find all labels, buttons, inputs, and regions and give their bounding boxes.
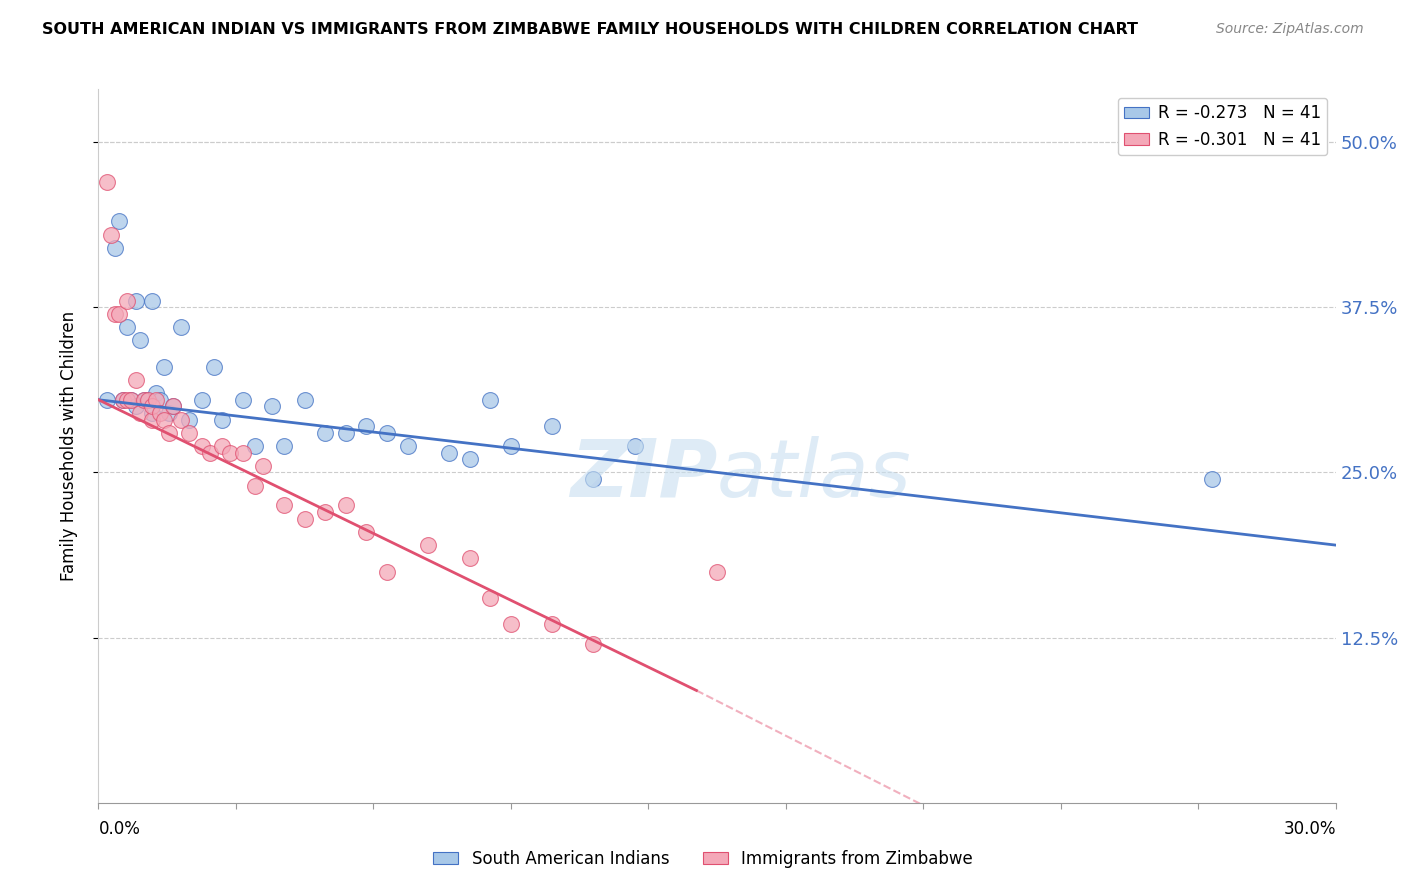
Point — [170, 412, 193, 426]
Point — [252, 458, 274, 473]
Point — [243, 478, 266, 492]
Point — [124, 293, 146, 308]
Point — [582, 637, 605, 651]
Point — [314, 505, 336, 519]
Point — [273, 439, 295, 453]
Text: ZIP: ZIP — [569, 435, 717, 514]
Point — [96, 175, 118, 189]
Point — [479, 591, 502, 605]
Point — [458, 551, 481, 566]
Point — [179, 425, 201, 440]
Point — [479, 392, 502, 407]
Point — [132, 392, 155, 407]
Point — [190, 392, 212, 407]
Point — [541, 617, 564, 632]
Point — [145, 386, 167, 401]
Point — [356, 419, 378, 434]
Point — [243, 439, 266, 453]
Point — [149, 392, 172, 407]
Point — [294, 392, 316, 407]
Point — [141, 412, 163, 426]
Text: 0.0%: 0.0% — [98, 820, 141, 838]
Text: atlas: atlas — [717, 435, 912, 514]
Point — [108, 214, 131, 228]
Point — [1201, 472, 1223, 486]
Point — [458, 452, 481, 467]
Point — [117, 293, 139, 308]
Point — [153, 359, 176, 374]
Point — [104, 241, 127, 255]
Point — [211, 412, 233, 426]
Point — [128, 406, 150, 420]
Text: Source: ZipAtlas.com: Source: ZipAtlas.com — [1216, 22, 1364, 37]
Point — [136, 392, 159, 407]
Point — [117, 392, 139, 407]
Point — [706, 565, 728, 579]
Point — [499, 439, 522, 453]
Point — [141, 400, 163, 414]
Point — [260, 400, 283, 414]
Point — [132, 392, 155, 407]
Point — [141, 293, 163, 308]
Y-axis label: Family Households with Children: Family Households with Children — [59, 311, 77, 581]
Point — [96, 392, 118, 407]
Point — [356, 524, 378, 539]
Point — [202, 359, 225, 374]
Point — [499, 617, 522, 632]
Point — [541, 419, 564, 434]
Point — [145, 392, 167, 407]
Point — [232, 445, 254, 459]
Point — [170, 320, 193, 334]
Point — [375, 425, 398, 440]
Point — [100, 227, 122, 242]
Text: 30.0%: 30.0% — [1284, 820, 1336, 838]
Point — [153, 412, 176, 426]
Point — [314, 425, 336, 440]
Point — [120, 392, 142, 407]
Point — [124, 373, 146, 387]
Point — [396, 439, 419, 453]
Point — [136, 392, 159, 407]
Point — [294, 511, 316, 525]
Point — [375, 565, 398, 579]
Point — [120, 392, 142, 407]
Point — [211, 439, 233, 453]
Point — [198, 445, 221, 459]
Point — [335, 425, 357, 440]
Point — [190, 439, 212, 453]
Point — [157, 425, 180, 440]
Point — [112, 392, 135, 407]
Point — [162, 400, 184, 414]
Point — [437, 445, 460, 459]
Point — [149, 406, 172, 420]
Point — [104, 307, 127, 321]
Point — [141, 406, 163, 420]
Point — [124, 400, 146, 414]
Point — [117, 320, 139, 334]
Point — [273, 499, 295, 513]
Point — [623, 439, 645, 453]
Point — [335, 499, 357, 513]
Point — [418, 538, 440, 552]
Legend: R = -0.273   N = 41, R = -0.301   N = 41: R = -0.273 N = 41, R = -0.301 N = 41 — [1118, 97, 1327, 155]
Legend: South American Indians, Immigrants from Zimbabwe: South American Indians, Immigrants from … — [426, 844, 980, 875]
Point — [108, 307, 131, 321]
Point — [128, 333, 150, 347]
Point — [179, 412, 201, 426]
Point — [219, 445, 242, 459]
Text: SOUTH AMERICAN INDIAN VS IMMIGRANTS FROM ZIMBABWE FAMILY HOUSEHOLDS WITH CHILDRE: SOUTH AMERICAN INDIAN VS IMMIGRANTS FROM… — [42, 22, 1139, 37]
Point — [582, 472, 605, 486]
Point — [112, 392, 135, 407]
Point — [157, 406, 180, 420]
Point — [232, 392, 254, 407]
Point — [162, 400, 184, 414]
